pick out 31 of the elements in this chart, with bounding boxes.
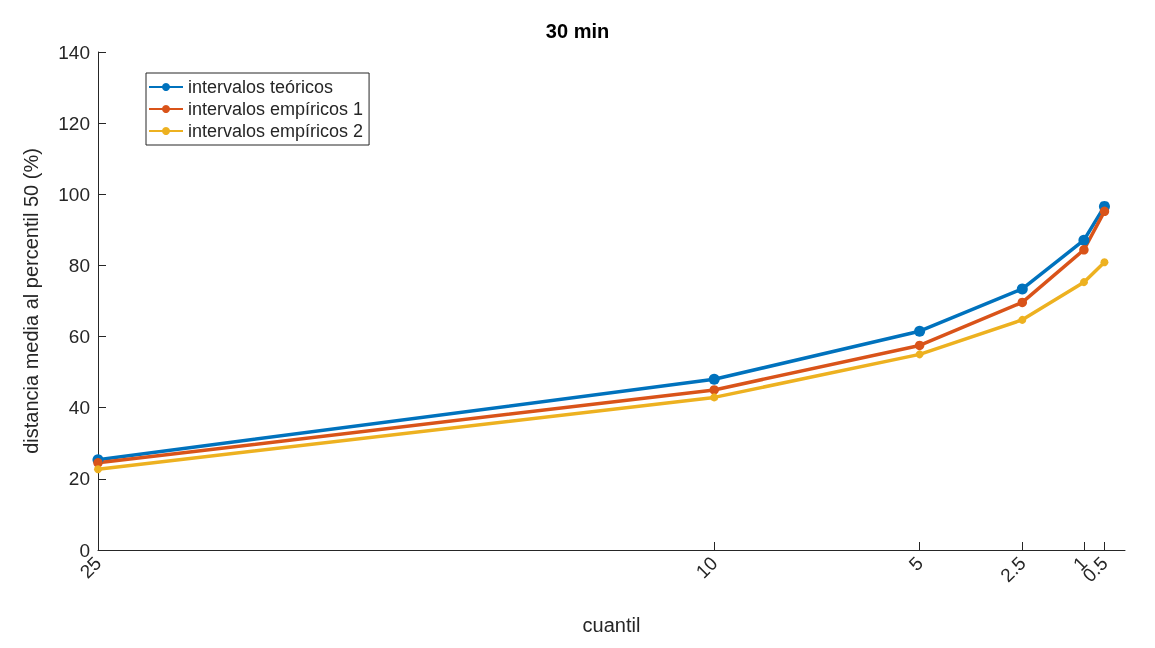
point: [94, 465, 102, 474]
x-tick-label: 10: [691, 552, 722, 583]
x-axis-title: cuantil: [582, 614, 641, 636]
y-tick-label: 80: [68, 254, 90, 276]
point: [1099, 206, 1110, 217]
point: [1016, 283, 1028, 295]
point: [1079, 245, 1089, 255]
y-tick-label: 100: [58, 183, 90, 205]
y-tick-label: 60: [68, 326, 90, 348]
legend-label: intervalos empíricos 1: [188, 99, 364, 119]
point: [914, 325, 926, 337]
legend-label: intervalos teóricos: [188, 77, 334, 97]
y-axis-title: distancia media al percentil 50 (%): [20, 148, 42, 454]
point: [915, 350, 924, 359]
y-tick-label: 140: [58, 41, 90, 63]
point: [709, 385, 719, 395]
point: [710, 393, 719, 402]
chart-title: 30 min: [545, 20, 610, 42]
y-tick-label: 120: [58, 112, 90, 134]
legend-label: intervalos empíricos 2: [188, 121, 364, 141]
y-tick-label: 40: [68, 397, 90, 419]
point: [1079, 278, 1088, 287]
x-tick-label: 5: [904, 552, 928, 575]
point: [1018, 315, 1027, 324]
x-tick-label: 2.5: [996, 552, 1030, 587]
point: [1078, 234, 1090, 246]
point: [914, 340, 925, 351]
point: [1017, 297, 1028, 308]
point: [1100, 258, 1109, 267]
y-tick-label: 20: [68, 468, 90, 490]
point: [708, 373, 720, 385]
